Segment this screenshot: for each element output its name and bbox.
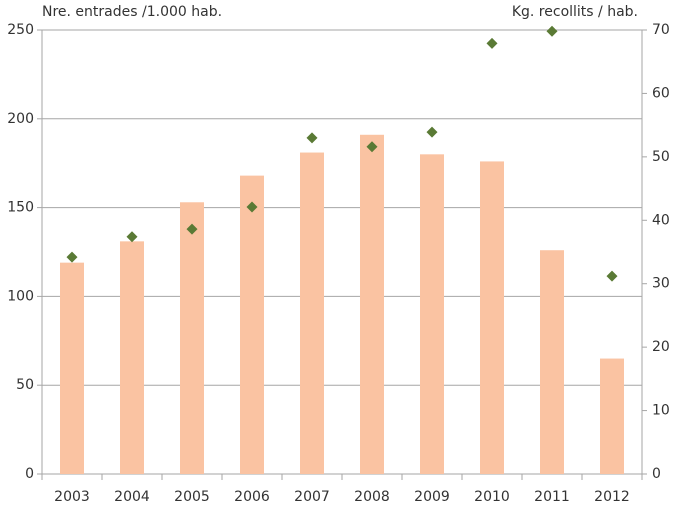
bar: [480, 161, 504, 474]
x-tick-label: 2004: [114, 489, 150, 505]
bar: [180, 202, 204, 474]
y2-axis-title: Kg. recollits / hab.: [512, 4, 638, 20]
y2-tick-label: 40: [652, 212, 670, 228]
y2-tick-label: 20: [652, 339, 670, 355]
y2-tick-label: 50: [652, 149, 670, 165]
bar: [120, 241, 144, 474]
y2-tick-label: 10: [652, 403, 670, 419]
marker: [546, 25, 558, 37]
x-tick-label: 2009: [414, 489, 450, 505]
y-tick-label: 100: [7, 288, 34, 304]
bar: [300, 152, 324, 474]
y-tick-label: 150: [7, 200, 34, 216]
x-tick-label: 2005: [174, 489, 210, 505]
x-tick-label: 2006: [234, 489, 270, 505]
bar: [60, 262, 84, 474]
bar: [600, 358, 624, 474]
marker: [606, 270, 618, 282]
x-tick-label: 2010: [474, 489, 510, 505]
x-tick-label: 2007: [294, 489, 330, 505]
bar: [240, 175, 264, 474]
x-tick-label: 2012: [594, 489, 630, 505]
y2-tick-label: 70: [652, 22, 670, 38]
marker: [306, 132, 318, 144]
marker: [66, 251, 78, 263]
y2-tick-label: 60: [652, 85, 670, 101]
y-axis-title: Nre. entrades /1.000 hab.: [42, 4, 222, 20]
x-tick-label: 2011: [534, 489, 570, 505]
x-tick-label: 2008: [354, 489, 390, 505]
marker: [126, 231, 138, 243]
y2-tick-label: 0: [652, 466, 661, 482]
y-tick-label: 250: [7, 22, 34, 38]
bar: [360, 134, 384, 474]
y-tick-label: 0: [25, 466, 34, 482]
marker: [186, 223, 198, 235]
y2-tick-label: 30: [652, 276, 670, 292]
marker: [486, 37, 498, 49]
y-tick-label: 200: [7, 111, 34, 127]
bar: [540, 250, 564, 474]
marker: [246, 201, 258, 213]
bar: [420, 154, 444, 474]
marker: [426, 126, 438, 138]
marker: [366, 141, 378, 153]
y-tick-label: 50: [16, 377, 34, 393]
x-tick-label: 2003: [54, 489, 90, 505]
